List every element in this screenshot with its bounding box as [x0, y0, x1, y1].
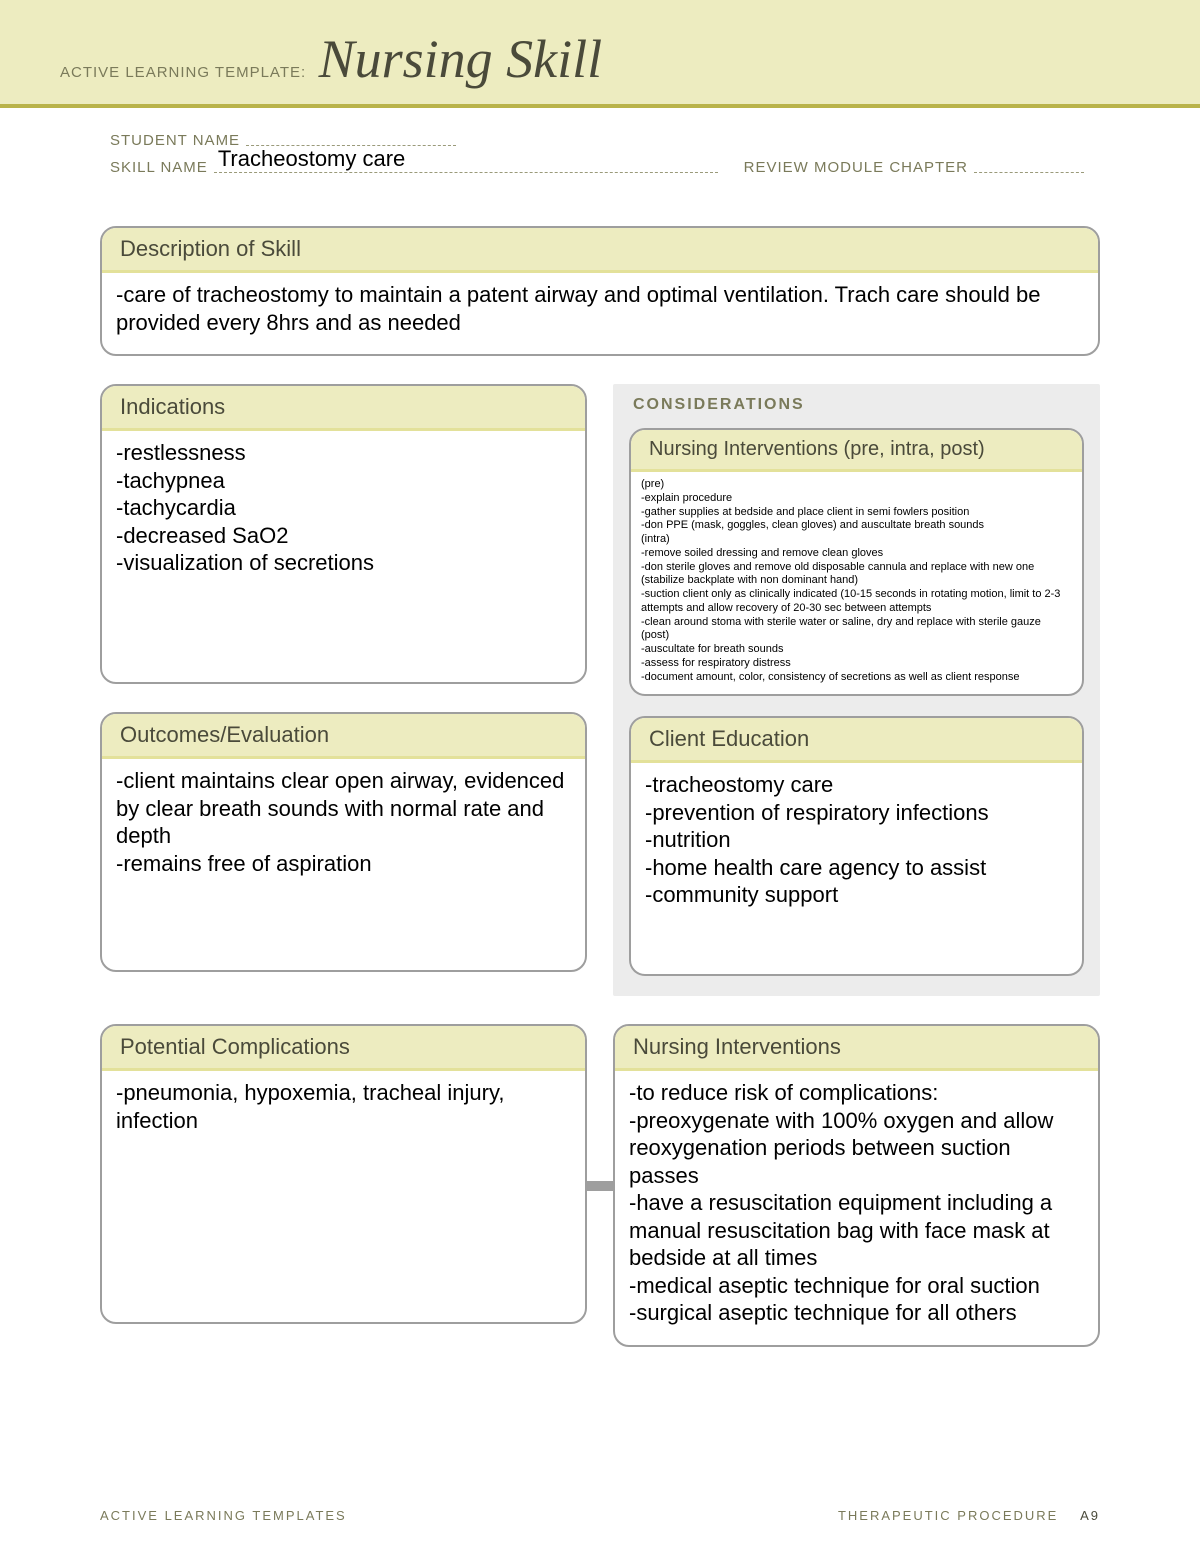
considerations-group: CONSIDERATIONS Nursing Interventions (pr…: [613, 384, 1100, 996]
interventions-pre-title: Nursing Interventions (pre, intra, post): [631, 430, 1082, 472]
outcomes-body: -client maintains clear open airway, evi…: [102, 759, 585, 895]
meta-block: STUDENT NAME SKILL NAME Tracheostomy car…: [0, 108, 1200, 196]
interventions2-title: Nursing Interventions: [615, 1026, 1098, 1071]
description-title: Description of Skill: [102, 228, 1098, 273]
indications-box: Indications -restlessness -tachypnea -ta…: [100, 384, 587, 684]
interventions2-box: Nursing Interventions -to reduce risk of…: [613, 1024, 1100, 1347]
interventions-pre-box: Nursing Interventions (pre, intra, post)…: [629, 428, 1084, 696]
client-education-box: Client Education -tracheostomy care -pre…: [629, 716, 1084, 976]
content: Description of Skill -care of tracheosto…: [0, 196, 1200, 1347]
footer-right-label: THERAPEUTIC PROCEDURE: [838, 1508, 1058, 1523]
review-line: [974, 172, 1084, 173]
description-body: -care of tracheostomy to maintain a pate…: [102, 273, 1098, 354]
interventions-pre-body: (pre) -explain procedure -gather supplie…: [631, 472, 1082, 694]
row-complications-interventions: Potential Complications -pneumonia, hypo…: [100, 1024, 1100, 1347]
connector-bar: [587, 1181, 613, 1191]
skill-name-value: Tracheostomy care: [218, 146, 405, 172]
footer-left: ACTIVE LEARNING TEMPLATES: [100, 1508, 347, 1523]
client-education-title: Client Education: [631, 718, 1082, 763]
indications-title: Indications: [102, 386, 585, 431]
interventions2-body: -to reduce risk of complications: -preox…: [615, 1071, 1098, 1345]
footer-page-number: A9: [1080, 1508, 1100, 1523]
row-indications-considerations: Indications -restlessness -tachypnea -ta…: [100, 384, 1100, 1024]
footer: ACTIVE LEARNING TEMPLATES THERAPEUTIC PR…: [0, 1508, 1200, 1523]
outcomes-box: Outcomes/Evaluation -client maintains cl…: [100, 712, 587, 972]
skill-name-line: Tracheostomy care: [214, 172, 718, 173]
banner-pre: ACTIVE LEARNING TEMPLATE:: [60, 64, 306, 81]
skill-name-row: SKILL NAME Tracheostomy care REVIEW MODU…: [110, 159, 1090, 176]
complications-box: Potential Complications -pneumonia, hypo…: [100, 1024, 587, 1324]
banner: ACTIVE LEARNING TEMPLATE: Nursing Skill: [0, 0, 1200, 108]
review-label: REVIEW MODULE CHAPTER: [744, 159, 968, 176]
banner-title: Nursing Skill: [319, 28, 603, 90]
footer-right: THERAPEUTIC PROCEDURE A9: [838, 1508, 1100, 1523]
complications-body: -pneumonia, hypoxemia, tracheal injury, …: [102, 1071, 585, 1152]
client-education-body: -tracheostomy care -prevention of respir…: [631, 763, 1082, 927]
skill-name-label: SKILL NAME: [110, 159, 208, 176]
complications-title: Potential Complications: [102, 1026, 585, 1071]
considerations-label: CONSIDERATIONS: [629, 396, 1084, 414]
outcomes-title: Outcomes/Evaluation: [102, 714, 585, 759]
indications-body: -restlessness -tachypnea -tachycardia -d…: [102, 431, 585, 595]
description-box: Description of Skill -care of tracheosto…: [100, 226, 1100, 356]
page: ACTIVE LEARNING TEMPLATE: Nursing Skill …: [0, 0, 1200, 1553]
